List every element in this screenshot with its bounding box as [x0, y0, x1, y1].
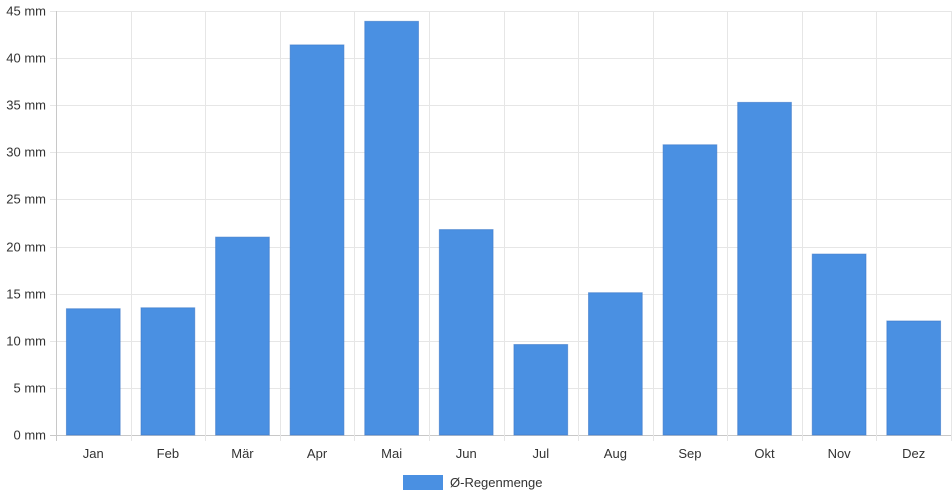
x-axis-tick-labels: Jan Feb Mär Apr Mai Jun Jul Aug Sep Okt Nov Dez	[83, 446, 925, 461]
x-tick-label: Jul	[532, 446, 549, 461]
x-tick-label: Dez	[902, 446, 925, 461]
x-tick-label: Aug	[604, 446, 627, 461]
y-tick-label: 30 mm	[6, 145, 46, 160]
bar-apr[interactable]	[289, 44, 345, 436]
y-tick-label: 10 mm	[6, 334, 46, 349]
x-tick-label: Sep	[678, 446, 701, 461]
x-tick-label: Jan	[83, 446, 104, 461]
legend-label[interactable]: Ø-Regenmenge	[450, 475, 543, 490]
x-tick-label: Mai	[381, 446, 402, 461]
x-tick-label: Jun	[456, 446, 477, 461]
bar-okt[interactable]	[737, 101, 792, 436]
bar-mär[interactable]	[215, 236, 270, 436]
bar-jul[interactable]	[513, 344, 569, 436]
bar-mai[interactable]	[364, 20, 419, 436]
y-tick-label: 35 mm	[6, 98, 46, 113]
bar-aug[interactable]	[588, 292, 643, 436]
y-tick-label: 5 mm	[14, 381, 47, 396]
legend-swatch[interactable]	[403, 475, 443, 490]
bar-nov[interactable]	[811, 253, 867, 436]
y-axis-tick-labels: 0 mm 5 mm 10 mm 15 mm 20 mm 25 mm 30 mm 35 mm 40…	[6, 4, 46, 443]
chart-legend[interactable]: Ø-Regenmenge	[403, 475, 543, 490]
y-tick-label: 20 mm	[6, 240, 46, 255]
x-tick-label: Okt	[754, 446, 775, 461]
y-tick-label: 25 mm	[6, 192, 46, 207]
bar-sep[interactable]	[662, 144, 718, 436]
bar-jan[interactable]	[65, 308, 121, 436]
y-tick-label: 40 mm	[6, 51, 46, 66]
bar-series	[65, 20, 942, 436]
bar-jun[interactable]	[438, 229, 494, 436]
x-tick-label: Apr	[307, 446, 328, 461]
y-tick-label: 0 mm	[14, 428, 47, 443]
x-tick-label: Mär	[231, 446, 254, 461]
y-tick-label: 15 mm	[6, 287, 46, 302]
bar-dez[interactable]	[886, 320, 942, 436]
x-tick-label: Feb	[157, 446, 179, 461]
x-tick-label: Nov	[828, 446, 852, 461]
bar-feb[interactable]	[140, 307, 196, 436]
y-tick-label: 45 mm	[6, 4, 46, 19]
